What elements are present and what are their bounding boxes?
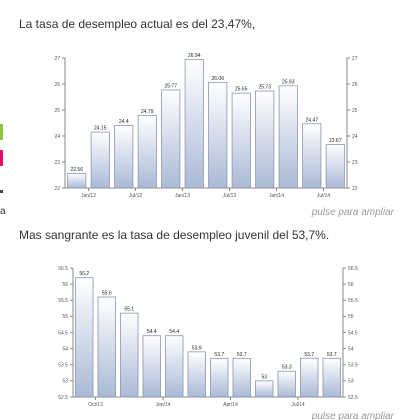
data-label: 26.94 bbox=[188, 53, 201, 59]
y-tick-label-left: 56.5 bbox=[58, 266, 68, 272]
data-label: 53.9 bbox=[192, 345, 202, 351]
bar bbox=[161, 89, 181, 189]
y-tick-label-left: 54.5 bbox=[58, 330, 68, 336]
data-label: 25.77 bbox=[164, 83, 177, 89]
x-tick-label: Jan/13 bbox=[175, 193, 190, 199]
data-label: 53.7 bbox=[237, 352, 247, 358]
data-label: 55.1 bbox=[124, 307, 134, 313]
data-label: 26.06 bbox=[211, 76, 224, 82]
bar bbox=[277, 370, 296, 398]
left-edge-green-strip bbox=[0, 124, 3, 140]
y-tick-label-right: 22 bbox=[352, 186, 358, 192]
data-label: 24.79 bbox=[141, 109, 154, 115]
data-label: 25.93 bbox=[282, 79, 295, 85]
bar bbox=[142, 335, 161, 398]
y-tick-label-right: 23 bbox=[352, 160, 358, 166]
data-label: 53.7 bbox=[214, 352, 224, 358]
bar bbox=[165, 335, 184, 398]
youth-paragraph: Mas sangrante es la tasa de desempleo ju… bbox=[19, 228, 330, 242]
bar bbox=[75, 277, 94, 398]
y-tick-label-right: 24 bbox=[352, 134, 358, 140]
bar bbox=[114, 125, 134, 189]
bar bbox=[67, 173, 87, 189]
bar bbox=[210, 357, 229, 398]
y-tick-label-left: 53.5 bbox=[58, 363, 68, 369]
y-tick-label-right: 26 bbox=[352, 82, 358, 88]
x-tick-label: Jul/13 bbox=[223, 193, 237, 199]
x-tick-label: Jul/14 bbox=[291, 402, 305, 408]
data-label: 24.15 bbox=[94, 126, 107, 132]
left-edge-fragment: a bbox=[0, 206, 6, 217]
bar bbox=[184, 59, 204, 189]
y-tick-label-left: 56 bbox=[62, 282, 68, 288]
data-label: 55.6 bbox=[102, 291, 112, 297]
zoom-caption-bottom[interactable]: pulse para ampliar bbox=[311, 411, 394, 420]
bar bbox=[302, 123, 322, 189]
y-tick-label-right: 55.5 bbox=[348, 298, 358, 304]
data-label: 25.73 bbox=[258, 85, 271, 91]
bar bbox=[97, 296, 116, 398]
x-tick-label: Jul/12 bbox=[129, 193, 143, 199]
data-label: 22.56 bbox=[70, 167, 83, 173]
bar bbox=[187, 351, 206, 398]
data-label: 53 bbox=[261, 374, 267, 380]
y-tick-label-right: 55 bbox=[348, 314, 354, 320]
y-tick-label-left: 27 bbox=[54, 56, 60, 62]
bar bbox=[325, 144, 345, 189]
bar bbox=[120, 312, 139, 398]
data-label: 53.7 bbox=[304, 352, 314, 358]
data-label: 25.65 bbox=[235, 87, 248, 93]
data-label: 24.47 bbox=[305, 117, 318, 123]
x-tick-label: Jan/14 bbox=[269, 193, 284, 199]
y-tick-label-left: 26 bbox=[54, 82, 60, 88]
x-tick-label: Jan/12 bbox=[81, 193, 96, 199]
unemployment-chart[interactable]: 22 22 23 23 24 24 25 25 26 26 27 27 22.56 24.15 24.4 24… bbox=[0, 50, 400, 205]
data-label: 24.4 bbox=[119, 119, 129, 125]
y-tick-label-right: 27 bbox=[352, 56, 358, 62]
y-tick-label-right: 56.5 bbox=[348, 266, 358, 272]
bar bbox=[255, 380, 274, 398]
y-tick-label-left: 24 bbox=[54, 134, 60, 140]
data-label: 53.7 bbox=[327, 352, 337, 358]
bar bbox=[278, 85, 298, 189]
zoom-caption[interactable]: pulse para ampliar bbox=[311, 207, 394, 218]
bar bbox=[232, 357, 251, 398]
data-label: 23.67 bbox=[329, 138, 342, 144]
left-edge-dot bbox=[0, 190, 3, 193]
y-tick-label-right: 52.5 bbox=[348, 395, 358, 401]
intro-paragraph: La tasa de desempleo actual es del 23,47… bbox=[19, 17, 256, 31]
x-tick-label: Oct/13 bbox=[88, 402, 103, 408]
bar bbox=[322, 357, 341, 398]
data-label: 54.4 bbox=[169, 329, 179, 335]
data-label: 53.3 bbox=[282, 365, 292, 371]
y-tick-label-left: 52.5 bbox=[58, 395, 68, 401]
y-tick-label-left: 53 bbox=[62, 379, 68, 385]
y-tick-label-left: 23 bbox=[54, 160, 60, 166]
y-tick-label-right: 54 bbox=[348, 346, 354, 352]
y-tick-label-right: 53 bbox=[348, 379, 354, 385]
x-tick-label: Apr/14 bbox=[223, 402, 238, 408]
y-tick-label-right: 25 bbox=[352, 108, 358, 114]
y-tick-label-left: 55.5 bbox=[58, 298, 68, 304]
left-edge-pink-strip bbox=[0, 150, 3, 166]
bar bbox=[255, 90, 275, 189]
y-tick-label-left: 25 bbox=[54, 108, 60, 114]
bar bbox=[231, 92, 251, 189]
x-tick-label: Jan/14 bbox=[155, 402, 170, 408]
y-tick-label-right: 53.5 bbox=[348, 363, 358, 369]
data-label: 56.2 bbox=[79, 271, 89, 277]
bar bbox=[90, 131, 110, 189]
y-tick-label-right: 56 bbox=[348, 282, 354, 288]
youth-unemployment-chart[interactable]: 52.5 52.5 53 53 53.5 53.5 54 54 54.5 54.5 55 55 55.5… bbox=[0, 261, 400, 411]
bar bbox=[137, 115, 157, 189]
bar bbox=[208, 82, 228, 189]
y-tick-label-left: 54 bbox=[62, 346, 68, 352]
x-tick-label: Jul/14 bbox=[317, 193, 331, 199]
y-tick-label-left: 22 bbox=[54, 186, 60, 192]
y-tick-label-right: 54.5 bbox=[348, 330, 358, 336]
data-label: 54.4 bbox=[147, 329, 157, 335]
y-tick-label-left: 55 bbox=[62, 314, 68, 320]
bar bbox=[300, 357, 319, 398]
